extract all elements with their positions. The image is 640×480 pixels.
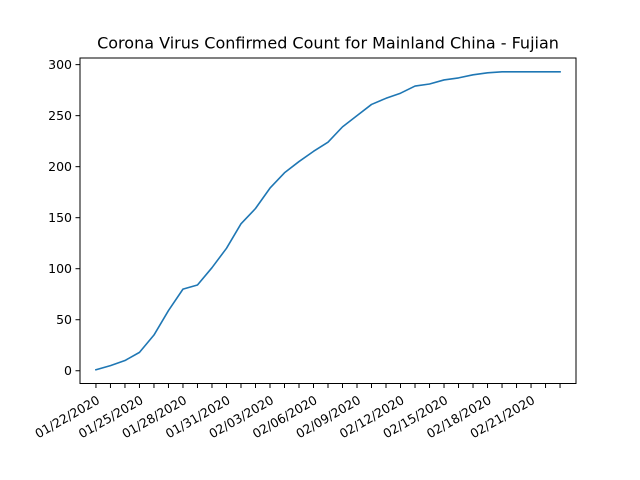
plot-frame <box>79 57 577 384</box>
chart-title: Corona Virus Confirmed Count for Mainlan… <box>97 34 559 53</box>
series-layer <box>94 70 561 371</box>
y-axis: 0 50 100 150 200 250 300 <box>48 57 80 378</box>
y-tick-label: 50 <box>56 312 72 327</box>
y-tick-label: 100 <box>48 261 72 276</box>
y-tick-label: 0 <box>64 363 72 378</box>
y-tick-label: 250 <box>48 108 72 123</box>
y-tick-label: 150 <box>48 210 72 225</box>
y-tick-label: 300 <box>48 57 72 72</box>
x-axis: 01/22/202001/25/202001/28/202001/31/2020… <box>32 383 561 441</box>
y-tick-label: 200 <box>48 159 72 174</box>
series-line <box>94 70 561 371</box>
